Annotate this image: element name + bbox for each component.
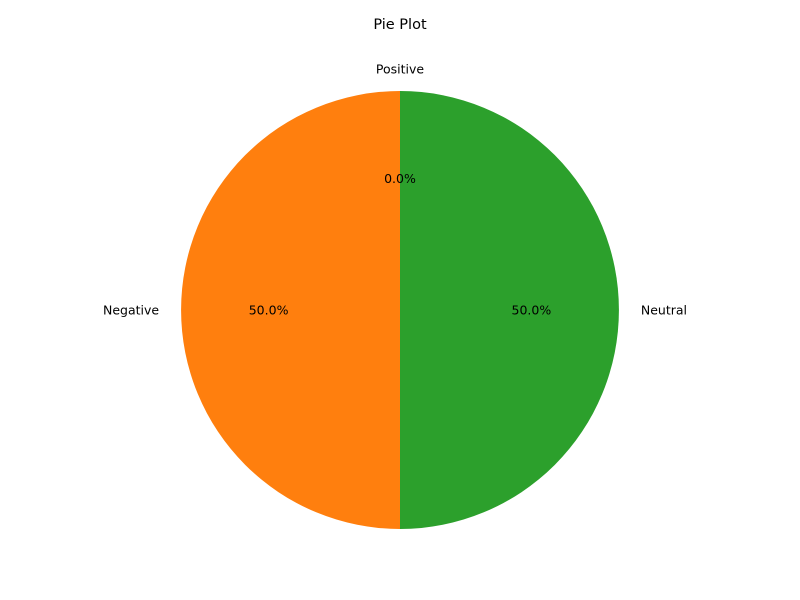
percent-label-neutral: 50.0% [512,303,552,318]
slice-label-positive: Positive [376,62,424,77]
percent-label-negative: 50.0% [249,303,289,318]
percent-label-positive: 0.0% [384,171,416,186]
pie-slice-neutral [400,91,619,529]
chart-title: Pie Plot [373,17,427,33]
slice-label-negative: Negative [103,303,159,318]
pie-slices [181,91,619,529]
slice-label-neutral: Neutral [641,303,687,318]
pie-labels: Positive 0.0% Negative 50.0% Neutral 50.0% [103,62,687,318]
pie-slice-negative [181,91,400,529]
